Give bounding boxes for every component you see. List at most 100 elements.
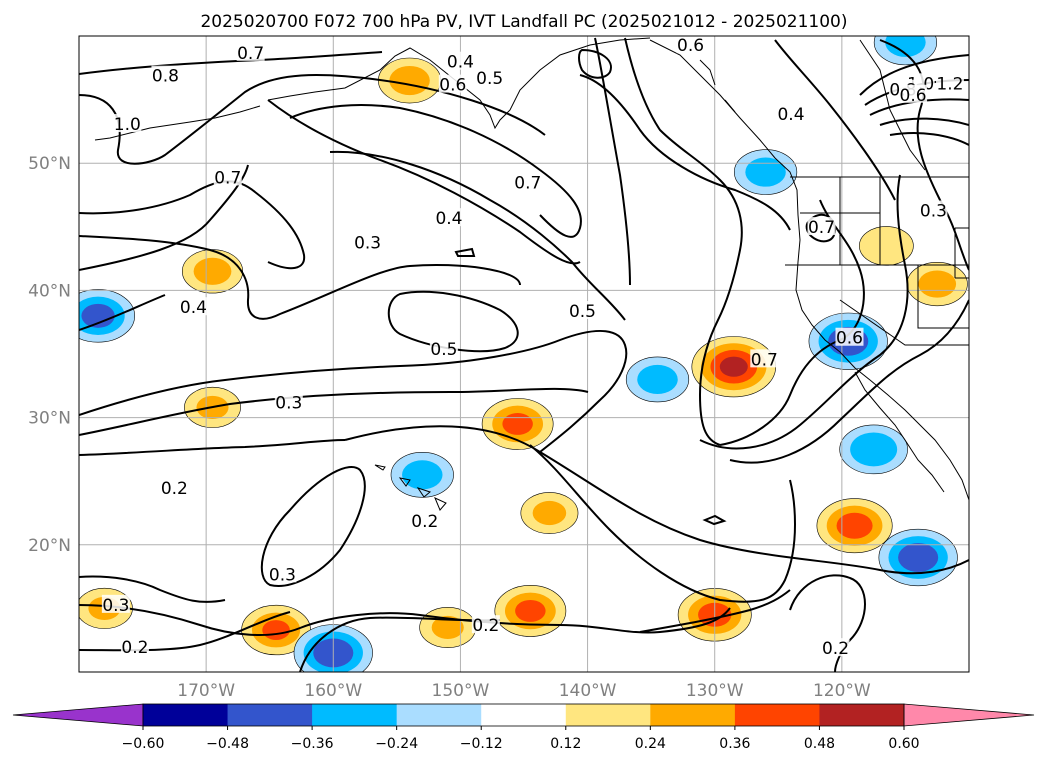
contour-label: 0.2 [161, 479, 188, 499]
y-tick-label: 30°N [28, 409, 71, 429]
pv-contour-line [454, 247, 476, 257]
contour-label-bg [821, 638, 850, 657]
anomaly-level-fill [719, 356, 748, 377]
pv-contour-line [79, 180, 306, 270]
aleutian-islands [94, 105, 261, 141]
contour-label-bg [475, 68, 504, 87]
alaska-coastline [267, 37, 651, 130]
contour-label: 0.6 [677, 36, 704, 56]
anomaly-level-fill [850, 432, 898, 467]
pc-anomaly [520, 492, 579, 534]
contour-label: 0.3 [920, 202, 947, 222]
anomaly-level-fill [859, 226, 914, 266]
contour-label: 0.7 [808, 218, 835, 238]
x-tick-label: 140°W [559, 681, 617, 701]
pc-anomaly [878, 528, 958, 587]
pv-contour-line [79, 329, 628, 453]
pv-contour-line [267, 99, 581, 265]
pv-contour-line [594, 37, 631, 286]
x-tick-label: 130°W [686, 681, 744, 701]
pv-contour-line [289, 104, 582, 238]
pv-contour-line [79, 611, 291, 652]
pv-contour-line [579, 74, 791, 231]
contour-label-bg [513, 172, 542, 191]
pv-contour-line [624, 37, 743, 446]
x-tick-label: 150°W [432, 681, 490, 701]
contour-label-bg [807, 217, 836, 236]
contour-label-bg [777, 103, 805, 122]
pv-contour-line [702, 514, 727, 526]
contour-label-bg [835, 327, 864, 346]
pc-anomaly [816, 498, 893, 554]
contour-label: 0.3 [354, 233, 381, 253]
pv-contour-line [79, 439, 346, 456]
contour-label-bg [434, 208, 463, 227]
colorbar-swatch [481, 704, 567, 726]
contour-label-bg [268, 564, 297, 583]
pc-anomaly [839, 424, 908, 475]
pv-contour-line [329, 150, 626, 321]
colorbar-swatch [734, 704, 820, 726]
contour-label: 0.2 [472, 616, 499, 636]
pc-anomaly [377, 57, 442, 104]
contour-label-bg [935, 73, 964, 92]
contour-label: 0.4 [180, 298, 207, 318]
colorbar-swatch [565, 704, 651, 726]
anomaly-level-fill [193, 257, 232, 285]
contour-label-bg [750, 349, 779, 368]
pv-contour-line [79, 235, 521, 320]
contour-label-bg [101, 594, 130, 613]
colorbar-tick-label: 0.48 [804, 736, 835, 752]
contour-label-bg [446, 51, 475, 70]
x-tick-label: 160°W [304, 681, 362, 701]
contour-label-bg [236, 42, 265, 61]
contour-label: 1.2 [936, 74, 963, 94]
y-axis-ticks: 20°N 30°N 40°N 50°N [28, 154, 71, 556]
contour-label-bg [274, 392, 303, 411]
contour-label-bg [568, 301, 597, 320]
contour-label: 0.7 [514, 174, 541, 194]
canada-coast-islands [699, 39, 926, 171]
colorbar-tick-label: −0.24 [375, 736, 418, 752]
map-area: 1.00.80.70.70.40.6 0.50.60.40.70.40.30.50… [79, 36, 969, 672]
pv-contour-line [699, 174, 909, 450]
colorbar-tick-label: 0.12 [550, 736, 581, 752]
contour-label-bg [919, 200, 948, 219]
x-tick-label: 170°W [177, 681, 235, 701]
pv-contour-line [79, 387, 589, 436]
contour-label: 0.4 [435, 209, 462, 229]
colorbar-tick-label: −0.36 [291, 736, 334, 752]
pv-contour-line [529, 444, 796, 603]
pc-anomaly [906, 261, 968, 307]
colorbar-swatch [227, 704, 313, 726]
contour-label: 0.2 [411, 512, 438, 532]
anomaly-level-fill [81, 303, 115, 328]
contour-label-bg [113, 114, 142, 133]
contour-label: 0.3 [102, 596, 129, 616]
anomaly-level-fill [918, 270, 957, 298]
contour-label: 1.0 [114, 115, 141, 135]
colorbar-swatch [312, 704, 398, 726]
anomaly-level-fill [885, 36, 926, 57]
contour-label-bg [151, 65, 180, 84]
pv-contour-line [79, 74, 546, 165]
colorbar-tick-label: 0.60 [888, 736, 919, 752]
contour-label-bg [899, 84, 928, 103]
contour-label-bg [179, 297, 208, 316]
anomaly-level-fill [745, 157, 786, 187]
contour-label: 0.5 [476, 69, 503, 89]
contour-label: 0.2 [121, 638, 148, 658]
contour-label-bg [160, 477, 189, 496]
y-tick-label: 20°N [28, 536, 71, 556]
x-tick-label: 120°W [813, 681, 871, 701]
colorbar-extend-min [12, 703, 144, 727]
pv-contour-line [805, 213, 837, 243]
contour-label-bg [676, 36, 705, 54]
contour-label-bg [213, 167, 242, 186]
pv-contour-line [578, 48, 612, 79]
colorbar-frame [142, 703, 905, 727]
colorbar-swatch [396, 704, 482, 726]
contour-label: 0.6 [439, 76, 466, 96]
pv-contour-line [344, 425, 969, 575]
contour-label: 0.3 [269, 565, 296, 585]
